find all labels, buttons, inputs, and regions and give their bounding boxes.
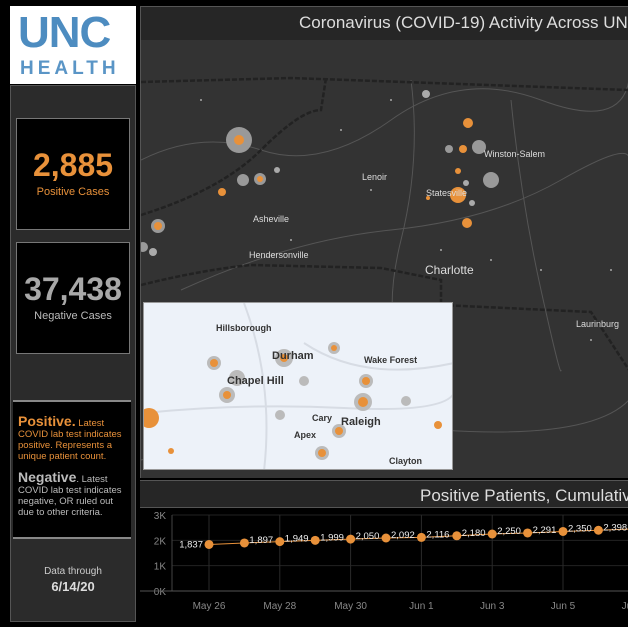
data-point <box>523 528 533 538</box>
data-through: Data through 6/14/20 <box>11 566 135 594</box>
city-label: Asheville <box>253 214 289 224</box>
data-point <box>346 534 356 544</box>
definitions-box: Positive. Latest COVID lab test indicate… <box>13 400 131 539</box>
negative-cases-value: 37,438 <box>24 271 122 307</box>
data-point <box>593 525 603 535</box>
inset-city-label: Chapel Hill <box>227 375 284 387</box>
inset-city-label: Wake Forest <box>364 355 417 365</box>
data-label: 2,250 <box>497 526 521 537</box>
inset-city-label: Clayton <box>389 456 422 466</box>
data-point <box>310 535 320 545</box>
city-label: Charlotte <box>425 263 474 277</box>
map-title: Coronavirus (COVID-19) Activity Across U… <box>141 7 628 40</box>
y-tick-label: 3K <box>154 511 167 522</box>
inset-city-label: Durham <box>272 350 314 362</box>
city-label: Laurinburg <box>576 319 619 329</box>
x-tick-label: May 28 <box>263 601 296 612</box>
negative-def-title: Negative <box>18 469 77 485</box>
data-point <box>381 533 391 543</box>
city-label: Lenoir <box>362 172 387 182</box>
y-tick-label: 2K <box>154 536 167 547</box>
data-label: 2,291 <box>533 525 557 536</box>
chart-title: Positive Patients, Cumulative <box>140 480 628 508</box>
cumulative-chart-panel: Positive Patients, Cumulative 0K 1K 2K 3K Ma… <box>140 478 628 627</box>
data-point <box>487 529 497 539</box>
city-label: Statesville <box>426 188 467 198</box>
data-label: 2,116 <box>426 529 449 540</box>
positive-cases-value: 2,885 <box>32 147 114 183</box>
data-label: 1,897 <box>249 535 273 546</box>
positive-def-title: Positive. <box>18 413 76 429</box>
data-through-date: 6/14/20 <box>51 579 95 594</box>
negative-cases-label: Negative Cases <box>34 310 112 322</box>
data-label: 2,180 <box>462 528 486 539</box>
negative-cases-card: 37,438 Negative Cases <box>16 242 130 354</box>
city-label: Hendersonville <box>249 250 309 260</box>
x-tick-label: Jun 5 <box>551 601 576 612</box>
negative-def-text: . Latest COVID lab test indicates negati… <box>18 474 122 518</box>
data-label: 1,999 <box>320 532 344 543</box>
data-point <box>275 537 285 547</box>
city-label: Winston-Salem <box>484 149 545 159</box>
logo-unc: UNC <box>18 8 111 57</box>
unc-health-logo: UNC HEALTH <box>10 6 136 84</box>
cumulative-line-chart: 0K 1K 2K 3K May 26 May 28 May 30 Jun 1 Jun 3 Jun … <box>140 511 628 612</box>
map-dots <box>141 90 612 341</box>
data-label: 2,050 <box>356 531 380 542</box>
data-point <box>558 526 568 536</box>
data-label: 2,398 <box>603 522 627 533</box>
x-tick-label: Jun 7 <box>622 601 628 612</box>
inset-city-label: Raleigh <box>341 416 381 428</box>
x-tick-label: Jun 3 <box>480 601 505 612</box>
logo-health: HEALTH <box>20 58 120 79</box>
triangle-inset-map[interactable]: Hillsborough Durham Wake Forest Chapel H… <box>143 302 453 470</box>
positive-def-text: Latest COVID lab test indicates positive… <box>18 418 122 462</box>
x-tick-label: May 30 <box>334 601 367 612</box>
positive-cases-card: 2,885 Positive Cases <box>16 118 130 230</box>
data-point <box>416 532 426 542</box>
inset-city-label: Apex <box>294 430 316 440</box>
data-point <box>452 531 462 541</box>
data-point <box>204 539 214 549</box>
x-tick-label: Jun 1 <box>409 601 434 612</box>
x-tick-label: May 26 <box>193 601 226 612</box>
sidebar: 2,885 Positive Cases 37,438 Negative Cas… <box>10 85 136 622</box>
data-label: 1,949 <box>285 534 309 545</box>
inset-city-label: Hillsborough <box>216 323 272 333</box>
data-label: 2,350 <box>568 523 592 534</box>
positive-cases-label: Positive Cases <box>36 186 110 198</box>
data-label: 1,837 <box>179 539 203 550</box>
y-tick-label: 0K <box>154 587 167 598</box>
data-label: 2,092 <box>391 530 415 541</box>
data-point <box>239 538 249 548</box>
data-through-label: Data through <box>44 566 102 577</box>
y-tick-label: 1K <box>154 562 167 573</box>
inset-city-label: Cary <box>312 413 332 423</box>
